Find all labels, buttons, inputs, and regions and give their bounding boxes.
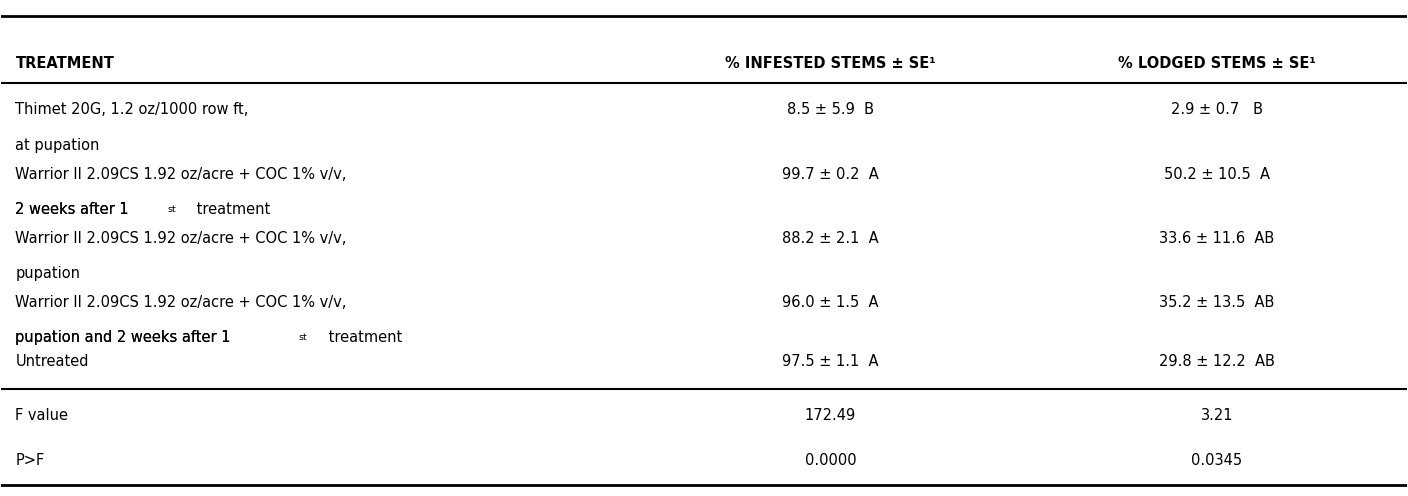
Text: treatment: treatment bbox=[324, 330, 403, 345]
Text: 96.0 ± 1.5  A: 96.0 ± 1.5 A bbox=[783, 295, 879, 310]
Text: treatment: treatment bbox=[193, 202, 270, 217]
Text: Untreated: Untreated bbox=[15, 354, 89, 369]
Text: 2 weeks after 1: 2 weeks after 1 bbox=[15, 202, 130, 217]
Text: 0.0000: 0.0000 bbox=[804, 453, 856, 468]
Text: F value: F value bbox=[15, 408, 69, 423]
Text: Warrior II 2.09CS 1.92 oz/acre + COC 1% v/v,: Warrior II 2.09CS 1.92 oz/acre + COC 1% … bbox=[15, 167, 346, 182]
Text: st: st bbox=[298, 333, 307, 342]
Text: pupation: pupation bbox=[15, 266, 80, 281]
Text: at pupation: at pupation bbox=[15, 138, 100, 153]
Text: TREATMENT: TREATMENT bbox=[15, 56, 114, 70]
Text: P>F: P>F bbox=[15, 453, 45, 468]
Text: % INFESTED STEMS ± SE¹: % INFESTED STEMS ± SE¹ bbox=[725, 56, 936, 70]
Text: Warrior II 2.09CS 1.92 oz/acre + COC 1% v/v,: Warrior II 2.09CS 1.92 oz/acre + COC 1% … bbox=[15, 295, 346, 310]
Text: 172.49: 172.49 bbox=[805, 408, 856, 423]
Text: % LODGED STEMS ± SE¹: % LODGED STEMS ± SE¹ bbox=[1118, 56, 1316, 70]
Text: 8.5 ± 5.9  B: 8.5 ± 5.9 B bbox=[787, 103, 874, 118]
Text: 3.21: 3.21 bbox=[1201, 408, 1233, 423]
Text: 2.9 ± 0.7   B: 2.9 ± 0.7 B bbox=[1171, 103, 1263, 118]
Text: 88.2 ± 2.1  A: 88.2 ± 2.1 A bbox=[783, 231, 879, 246]
Text: 2 weeks after 1: 2 weeks after 1 bbox=[15, 202, 130, 217]
Text: 0.0345: 0.0345 bbox=[1191, 453, 1242, 468]
Text: pupation and 2 weeks after 1: pupation and 2 weeks after 1 bbox=[15, 330, 231, 345]
Text: Warrior II 2.09CS 1.92 oz/acre + COC 1% v/v,: Warrior II 2.09CS 1.92 oz/acre + COC 1% … bbox=[15, 231, 346, 246]
Text: 35.2 ± 13.5  AB: 35.2 ± 13.5 AB bbox=[1159, 295, 1274, 310]
Text: 97.5 ± 1.1  A: 97.5 ± 1.1 A bbox=[783, 354, 879, 369]
Text: 50.2 ± 10.5  A: 50.2 ± 10.5 A bbox=[1164, 167, 1270, 182]
Text: 33.6 ± 11.6  AB: 33.6 ± 11.6 AB bbox=[1159, 231, 1274, 246]
Text: 29.8 ± 12.2  AB: 29.8 ± 12.2 AB bbox=[1159, 354, 1274, 369]
Text: pupation and 2 weeks after 1: pupation and 2 weeks after 1 bbox=[15, 330, 231, 345]
Text: st: st bbox=[168, 204, 176, 214]
Text: Thimet 20G, 1.2 oz/1000 row ft,: Thimet 20G, 1.2 oz/1000 row ft, bbox=[15, 103, 249, 118]
Text: 99.7 ± 0.2  A: 99.7 ± 0.2 A bbox=[781, 167, 879, 182]
